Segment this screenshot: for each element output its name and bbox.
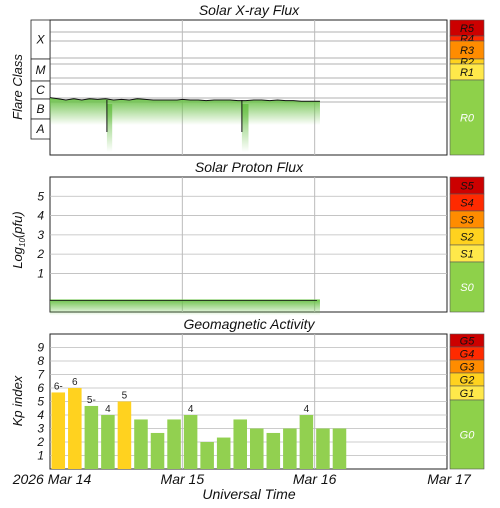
kp-bar	[316, 428, 330, 469]
y-tick-label-2: 1	[37, 266, 44, 280]
kp-bar	[150, 432, 165, 469]
scale-label-r5: R5	[460, 23, 475, 35]
kp-data-label: 4	[188, 404, 194, 415]
scale-label-g0: G0	[460, 430, 476, 442]
panel-title-1: Solar X-ray Flux	[199, 2, 300, 18]
x-tick-label: 2026 Mar 14	[12, 471, 92, 487]
scale-label-g2: G2	[460, 375, 475, 387]
y-tick-label-3: 1	[37, 449, 44, 463]
proton-flux-line	[49, 299, 317, 301]
scale-label-g1: G1	[460, 388, 475, 400]
x-tick-label: Mar 17	[427, 471, 472, 487]
kp-bar	[283, 428, 297, 469]
scale-bar-S: S5 S4 S3 S2 S1 S0	[449, 176, 485, 313]
scale-label-s4: S4	[460, 198, 473, 210]
y-axis-label-1: Flare Class	[10, 54, 25, 120]
kp-bar	[183, 415, 198, 469]
kp-bar	[299, 415, 314, 469]
kp-bar	[216, 437, 231, 469]
scale-label-r1: R1	[460, 67, 474, 79]
flare-class-label-c: C	[36, 83, 45, 97]
x-tick-label: Mar 16	[293, 471, 337, 487]
scale-segment-r0	[449, 79, 485, 156]
flare-class-label-a: A	[35, 122, 44, 136]
kp-data-label: 5-	[87, 395, 96, 406]
kp-bar	[250, 428, 264, 469]
kp-bar	[332, 428, 347, 469]
flare-class-label-m: M	[36, 63, 46, 77]
y-tick-label-2: 4	[37, 209, 44, 223]
panel-title-2: Solar Proton Flux	[195, 159, 304, 175]
scale-label-s1: S1	[460, 249, 473, 261]
kp-bar	[134, 419, 148, 469]
scale-label-s2: S2	[460, 232, 473, 244]
kp-data-label: 6	[72, 377, 78, 388]
plot-area-2	[49, 176, 448, 313]
scale-segment-g0	[449, 399, 485, 470]
x-axis-label: Universal Time	[202, 486, 295, 502]
y-tick-label-3: 7	[37, 368, 45, 382]
y-tick-label-3: 3	[37, 422, 44, 436]
y-tick-label-2: 2	[36, 247, 44, 261]
kp-data-label: 4	[304, 404, 310, 415]
kp-bar	[233, 419, 247, 469]
scale-label-s5: S5	[460, 181, 474, 193]
xray-flux-area	[50, 97, 320, 125]
y-tick-label-3: 4	[37, 408, 44, 422]
y-axis-label-3: Kp index	[10, 375, 25, 426]
flare-class-box-a	[30, 118, 51, 140]
kp-bar	[101, 415, 115, 469]
kp-bar	[266, 432, 281, 469]
kp-bar	[117, 401, 132, 469]
xray-flux-line	[49, 97, 320, 102]
scale-segment-s0	[449, 261, 485, 313]
kp-bar	[84, 405, 99, 469]
x-tick-label: Mar 15	[161, 471, 205, 487]
panel-title-3: Geomagnetic Activity	[184, 316, 316, 332]
scale-label-s0: S0	[460, 282, 474, 294]
y-tick-label-3: 9	[37, 341, 44, 355]
scale-label-r0: R0	[460, 113, 475, 125]
proton-flux-area	[50, 299, 320, 316]
kp-bar	[68, 388, 82, 469]
scale-label-g4: G4	[460, 349, 475, 361]
scale-label-g3: G3	[460, 362, 476, 374]
y-tick-label-2: 3	[37, 228, 44, 242]
xray-flux-dip	[241, 104, 249, 152]
y-axis-label-2: Log10(pfu)	[10, 211, 27, 268]
scale-label-r3: R3	[460, 45, 475, 57]
kp-data-label: 6-	[54, 381, 63, 392]
kp-bar	[200, 442, 214, 469]
y-tick-label-3: 5	[37, 395, 44, 409]
y-tick-label-3: 8	[37, 354, 44, 368]
scale-label-g5: G5	[460, 336, 476, 348]
kp-data-label: 4	[105, 404, 111, 415]
flare-class-label-b: B	[36, 102, 44, 116]
kp-bar	[167, 419, 181, 469]
y-tick-label-3: 6	[37, 381, 44, 395]
y-tick-label-3: 2	[36, 435, 44, 449]
xray-flux-dip	[106, 104, 113, 152]
y-tick-label-2: 5	[37, 189, 44, 203]
kp-bar	[51, 392, 66, 469]
kp-data-label: 5	[122, 391, 128, 402]
scale-label-s3: S3	[460, 215, 474, 227]
flare-class-label-x: X	[35, 33, 45, 47]
